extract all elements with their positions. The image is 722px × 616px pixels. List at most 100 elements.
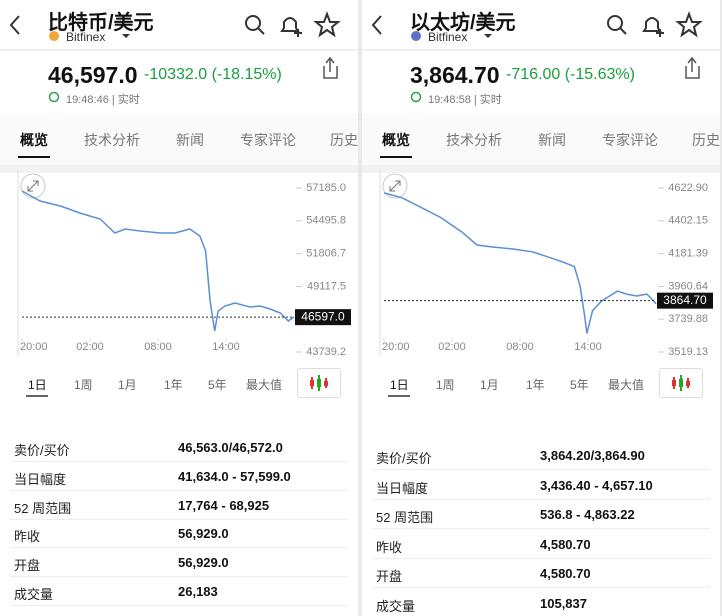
- stat-label: 成交量: [376, 598, 416, 614]
- time: 19:48:46 | 实时: [66, 94, 140, 106]
- tab[interactable]: 新闻: [176, 132, 204, 148]
- range-option[interactable]: 最大值: [246, 378, 283, 392]
- tab[interactable]: 概览: [20, 132, 48, 148]
- range-option[interactable]: 最大值: [608, 378, 645, 392]
- candle-toggle[interactable]: [659, 368, 703, 398]
- tab[interactable]: 历史: [330, 132, 358, 148]
- current-price-label: 3864.70: [663, 293, 707, 307]
- y-tick-label: 4402.15: [668, 215, 708, 227]
- stat-divider: [10, 489, 348, 491]
- exchange[interactable]: Bitfinex: [428, 30, 468, 44]
- stat-label: 卖价/买价: [14, 443, 70, 458]
- x-tick-label: 08:00: [144, 341, 172, 353]
- range-underline: [26, 395, 48, 397]
- price-line: [383, 192, 657, 334]
- share-icon[interactable]: [323, 56, 338, 79]
- dropdown-arrow[interactable]: [122, 34, 130, 38]
- y-tick-label: 54495.8: [306, 215, 346, 227]
- x-tick-label: 14:00: [574, 341, 602, 353]
- tab-underline: [380, 156, 412, 158]
- range-option[interactable]: 1月: [480, 378, 499, 392]
- title: 以太坊/美元: [410, 12, 516, 34]
- favorite-icon[interactable]: [675, 11, 703, 38]
- tab[interactable]: 新闻: [538, 132, 566, 148]
- search-icon[interactable]: [607, 15, 627, 35]
- range-option[interactable]: 5年: [208, 378, 227, 392]
- price-chart: 4622.90 4402.15 4181.39 3960.64 3739.88 3519.…: [379, 170, 713, 358]
- price: 3,864.70: [410, 62, 500, 88]
- x-tick-label: 20:00: [382, 341, 410, 353]
- back-button[interactable]: [371, 15, 382, 35]
- stat-label: 成交量: [14, 587, 54, 602]
- candle-toggle[interactable]: [297, 368, 341, 398]
- stat-divider: [372, 557, 710, 559]
- x-tick-label: 20:00: [20, 341, 48, 353]
- range-option[interactable]: 5年: [570, 378, 589, 392]
- range-option[interactable]: 1年: [164, 378, 183, 392]
- y-tick-label: 3519.13: [668, 346, 708, 358]
- stat-value: 56,929.0: [178, 526, 229, 542]
- share-icon[interactable]: [685, 56, 700, 79]
- x-tick-label: 14:00: [212, 341, 240, 353]
- stat-value: 17,764 - 68,925: [178, 497, 270, 513]
- back-button[interactable]: [9, 15, 20, 35]
- candle-icon: [672, 375, 690, 391]
- stat-label: 当日幅度: [14, 471, 67, 487]
- exchange-icon: [411, 31, 421, 41]
- y-tick-label: 43739.2: [306, 346, 346, 358]
- range-option[interactable]: 1日: [390, 378, 409, 392]
- stat-label: 卖价/买价: [376, 451, 432, 466]
- stat-value: 56,929.0: [178, 555, 229, 571]
- x-tick-label: 02:00: [76, 341, 104, 353]
- tab[interactable]: 技术分析: [446, 132, 502, 148]
- current-price-label: 46597.0: [301, 309, 345, 323]
- range-underline: [388, 395, 410, 397]
- alert-icon[interactable]: [642, 17, 664, 37]
- stat-divider: [372, 528, 710, 529]
- stat-divider: [372, 587, 710, 588]
- stat-label: 昨收: [14, 529, 41, 545]
- range-option[interactable]: 1年: [526, 378, 545, 392]
- stat-value: 105,837: [540, 595, 587, 611]
- price-line: [21, 190, 295, 332]
- exchange[interactable]: Bitfinex: [66, 30, 106, 44]
- stat-label: 开盘: [376, 569, 403, 584]
- tab[interactable]: 概览: [382, 132, 410, 148]
- tab-underline: [18, 156, 50, 158]
- y-tick-label: 57185.0: [306, 182, 346, 194]
- range-option[interactable]: 1周: [74, 378, 93, 392]
- tab[interactable]: 专家评论: [240, 132, 296, 148]
- stat-divider: [10, 518, 348, 520]
- stat-divider: [10, 576, 348, 578]
- stat-divider: [372, 498, 710, 500]
- y-tick-label: 3960.64: [668, 280, 708, 292]
- stat-label: 昨收: [376, 539, 403, 555]
- alert-icon[interactable]: [280, 17, 302, 37]
- tab[interactable]: 技术分析: [84, 132, 140, 148]
- stat-label: 52 周范围: [14, 500, 72, 516]
- x-tick-label: 08:00: [506, 341, 534, 353]
- stat-label: 52 周范围: [376, 510, 434, 525]
- header-icons: [0, 11, 358, 103]
- price: 46,597.0: [48, 62, 138, 88]
- stat-value: 4,580.70: [540, 566, 591, 581]
- dropdown-arrow[interactable]: [484, 34, 492, 38]
- range-option[interactable]: 1日: [28, 378, 47, 392]
- y-tick-label: 3739.88: [668, 313, 708, 325]
- stat-value: 3,436.40 - 4,657.10: [540, 477, 653, 493]
- tab[interactable]: 专家评论: [602, 132, 658, 148]
- range-option[interactable]: 1周: [436, 378, 455, 392]
- time: 19:48:58 | 实时: [428, 94, 502, 106]
- range-option[interactable]: 1月: [118, 378, 137, 392]
- expand-icon: [27, 180, 39, 192]
- stat-value: 4,580.70: [540, 536, 591, 552]
- search-icon[interactable]: [245, 15, 265, 35]
- price-chart: 57185.0 54495.8 51806.7 49117.5 43739.2 20:00…: [17, 170, 351, 358]
- expand-icon: [389, 180, 401, 192]
- favorite-icon[interactable]: [313, 11, 341, 38]
- exchange-icon: [49, 31, 59, 41]
- tab[interactable]: 历史: [692, 132, 720, 148]
- change: -10332.0 (-18.15%): [144, 66, 282, 83]
- section-gap: [0, 410, 358, 432]
- stat-divider: [372, 469, 710, 470]
